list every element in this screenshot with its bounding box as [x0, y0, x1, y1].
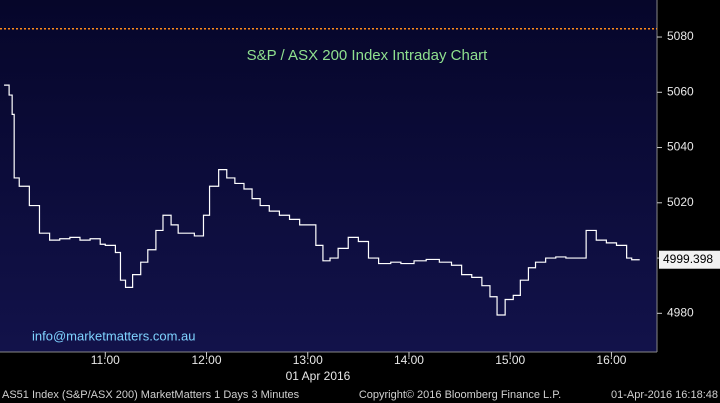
x-axis-label: 01 Apr 2016: [286, 369, 351, 383]
y-tick-label: 5040: [667, 140, 694, 154]
chart-title: S&P / ASX 200 Index Intraday Chart: [247, 47, 489, 64]
footer-right: 01-Apr-2016 16:18:48: [611, 389, 718, 401]
y-tick-label: 5080: [667, 29, 694, 43]
x-tick-label: 11:00: [91, 353, 120, 367]
y-tick-label: 5020: [667, 195, 694, 209]
price-line: [4, 84, 640, 316]
plot-area: [0, 0, 657, 352]
last-value-box: [659, 250, 720, 269]
y-tick-label: 4980: [667, 305, 694, 319]
x-tick-label: 13:00: [293, 353, 323, 367]
x-tick-label: 12:00: [191, 353, 221, 367]
x-tick-label: 15:00: [495, 353, 525, 367]
x-tick-label: 16:00: [596, 353, 626, 367]
x-tick-label: 14:00: [394, 353, 424, 367]
footer-center: Copyright© 2016 Bloomberg Finance L.P.: [359, 389, 561, 401]
footer-left: AS51 Index (S&P/ASX 200) MarketMatters 1…: [2, 389, 300, 401]
footer-bar: [0, 385, 720, 403]
annotation: info@marketmatters.com.au: [32, 328, 195, 343]
last-value-label: 4999.398: [663, 252, 713, 266]
y-tick-label: 5060: [667, 84, 694, 98]
